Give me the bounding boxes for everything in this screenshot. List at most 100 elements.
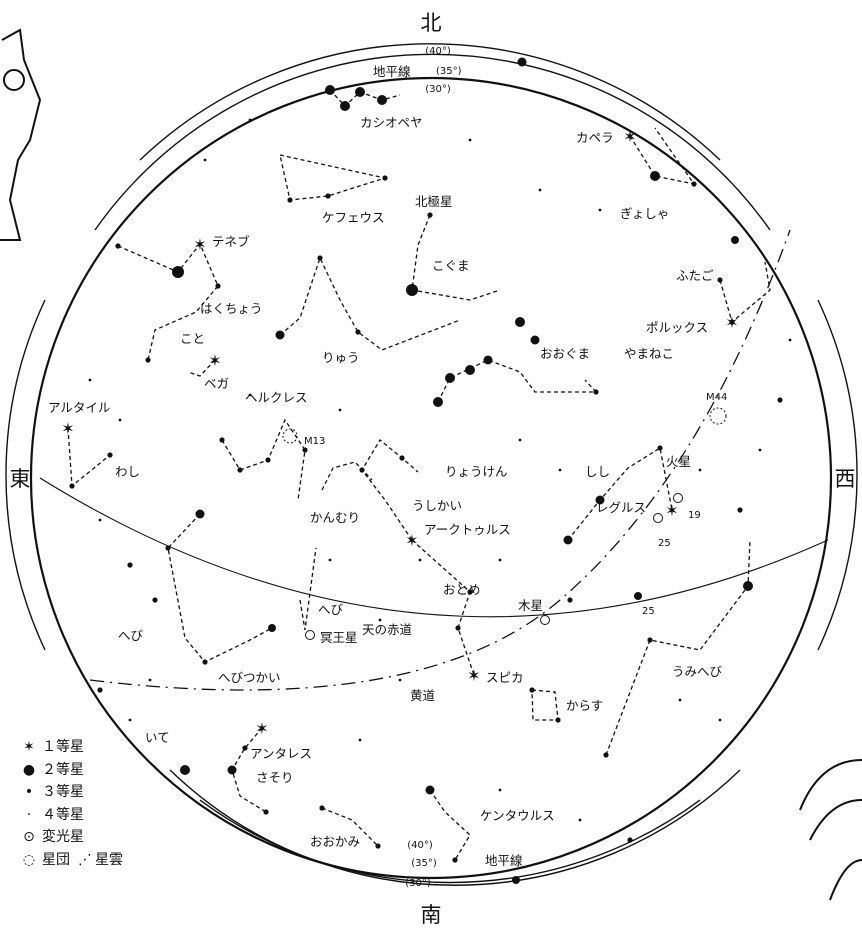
vega-icon: ✶ bbox=[208, 351, 221, 370]
sagittarius-label: いて bbox=[145, 730, 170, 745]
m13-label: M13 bbox=[304, 436, 325, 447]
corona-borealis-label: かんむり bbox=[310, 510, 360, 525]
equator-label: 天の赤道 bbox=[362, 622, 413, 637]
centaurus-line bbox=[429, 789, 471, 861]
pollux-label: ポルックス bbox=[646, 320, 708, 335]
lupus-line bbox=[321, 807, 379, 847]
ecliptic-label: 黄道 bbox=[410, 688, 436, 703]
horizon-arc-south-2 bbox=[169, 769, 741, 886]
serpens-caput-label: へび bbox=[318, 602, 344, 617]
variable-star-icon: ⊙ bbox=[23, 829, 35, 845]
altair-label: アルタイル bbox=[48, 400, 110, 415]
legend-label: １等星 bbox=[42, 739, 84, 755]
mars-icon bbox=[673, 493, 683, 503]
jupiter-icon bbox=[540, 615, 550, 625]
ophiuchus-line bbox=[167, 513, 273, 663]
star-cluster-icon: ◌ bbox=[22, 851, 36, 868]
legend-label: 変光星 bbox=[42, 829, 84, 845]
leo-label: しし bbox=[585, 464, 610, 479]
cygnus-label: はくちょう bbox=[200, 301, 263, 316]
corvus-label: からす bbox=[566, 698, 603, 713]
pluto-label: 冥王星 bbox=[320, 630, 358, 645]
centaurus-label: ケンタウルス bbox=[480, 808, 555, 823]
m13-cluster-icon bbox=[282, 428, 298, 444]
auriga-line bbox=[629, 127, 696, 185]
legend-item-fourth-magnitude: · ４等星 bbox=[16, 804, 123, 827]
antares-label: アンタレス bbox=[250, 746, 312, 761]
legend: ✶ １等星 ● ２等星 • ３等星 · ４等星 ⊙ 変光星 ◌ 星団 ⋰ 星雲 bbox=[16, 736, 123, 871]
legend-item-variable-star: ⊙ 変光星 bbox=[16, 826, 123, 849]
lat-30-south: (30°) bbox=[405, 878, 431, 889]
cassiopeia-line bbox=[329, 89, 401, 107]
nebula-icon: ⋰ bbox=[78, 851, 92, 868]
south-label: 南 bbox=[421, 903, 442, 927]
horizon-label-north: 地平線 bbox=[373, 64, 411, 79]
objects bbox=[282, 407, 727, 640]
serpens-line bbox=[299, 547, 317, 631]
first-magnitude-stars: ✶ ✶ ✶ ✶ ✶ ✶ ✶ ✶ ✶ bbox=[61, 127, 738, 738]
hercules-label: ヘルクレス bbox=[245, 390, 308, 405]
serpens-cauda-label: へび bbox=[118, 628, 144, 643]
vega-label: ベガ bbox=[204, 376, 229, 391]
ursa-major-line bbox=[437, 359, 598, 403]
virgo-line bbox=[411, 539, 475, 676]
legend-label: 星団 bbox=[42, 851, 70, 868]
bootes-line bbox=[361, 439, 419, 541]
legend-label: ４等星 bbox=[42, 806, 84, 823]
bootes-label: うしかい bbox=[412, 498, 462, 513]
gemini-line bbox=[719, 261, 771, 324]
number-25-label-a: 25 bbox=[658, 538, 671, 549]
regulus-label: レグルス bbox=[596, 500, 646, 515]
hydra-label: うみへび bbox=[672, 664, 723, 679]
variable-star-icon bbox=[653, 513, 663, 523]
legend-label: 星雲 bbox=[95, 851, 123, 868]
lat-30-north: (30°) bbox=[425, 84, 451, 95]
cepheus-line bbox=[279, 154, 388, 201]
capella-icon: ✶ bbox=[623, 127, 636, 146]
m44-cluster-icon bbox=[709, 407, 727, 425]
pollux-icon: ✶ bbox=[725, 313, 738, 332]
horizon-label-south: 地平線 bbox=[485, 853, 523, 868]
canes-venatici-label: りょうけん bbox=[445, 464, 508, 479]
lat-35-south: (35°) bbox=[411, 858, 437, 869]
north-label: 北 bbox=[421, 11, 442, 35]
jupiter-label: 木星 bbox=[518, 598, 543, 613]
cartoon-right-figure bbox=[799, 759, 862, 901]
virgo-label: おとめ bbox=[443, 582, 481, 597]
corona-borealis-line bbox=[321, 461, 373, 491]
spica-icon: ✶ bbox=[467, 666, 480, 685]
west-label: 西 bbox=[835, 467, 856, 491]
third-magnitude-star-icon: • bbox=[24, 784, 34, 800]
lynx-label: やまねこ bbox=[624, 346, 674, 361]
cassiopeia-label: カシオペヤ bbox=[360, 115, 423, 130]
legend-label: ２等星 bbox=[42, 761, 84, 778]
draco-line bbox=[279, 256, 461, 351]
lupus-label: おおかみ bbox=[310, 834, 360, 849]
hydra-line bbox=[605, 539, 751, 756]
ursa-major-label: おおぐま bbox=[540, 346, 590, 361]
spica-label: スピカ bbox=[486, 670, 524, 685]
aquila-label: わし bbox=[115, 464, 140, 479]
horizon-arc-35 bbox=[94, 53, 771, 231]
horizon-arc-west bbox=[817, 299, 858, 651]
lyra-label: こと bbox=[180, 331, 205, 346]
pluto-icon bbox=[305, 630, 315, 640]
horizon-arc-40 bbox=[139, 43, 721, 161]
lyra-line bbox=[187, 359, 216, 377]
lat-35-north: (35°) bbox=[436, 66, 462, 77]
lat-40-north: (40°) bbox=[425, 46, 451, 57]
ursa-minor-label: こぐま bbox=[432, 258, 470, 273]
altair-icon: ✶ bbox=[61, 419, 74, 438]
polaris-label: 北極星 bbox=[415, 194, 453, 209]
number-25-label-b: 25 bbox=[642, 606, 655, 617]
ecliptic bbox=[89, 229, 791, 691]
corvus-line bbox=[531, 689, 559, 721]
deneb-icon: ✶ bbox=[193, 235, 206, 254]
leo-line bbox=[567, 446, 673, 541]
hercules-line bbox=[221, 418, 306, 501]
regulus-icon: ✶ bbox=[665, 501, 678, 520]
horizon-circles bbox=[5, 43, 858, 886]
horizon-circle-main bbox=[29, 76, 833, 880]
legend-item-second-magnitude: ● ２等星 bbox=[16, 759, 123, 782]
